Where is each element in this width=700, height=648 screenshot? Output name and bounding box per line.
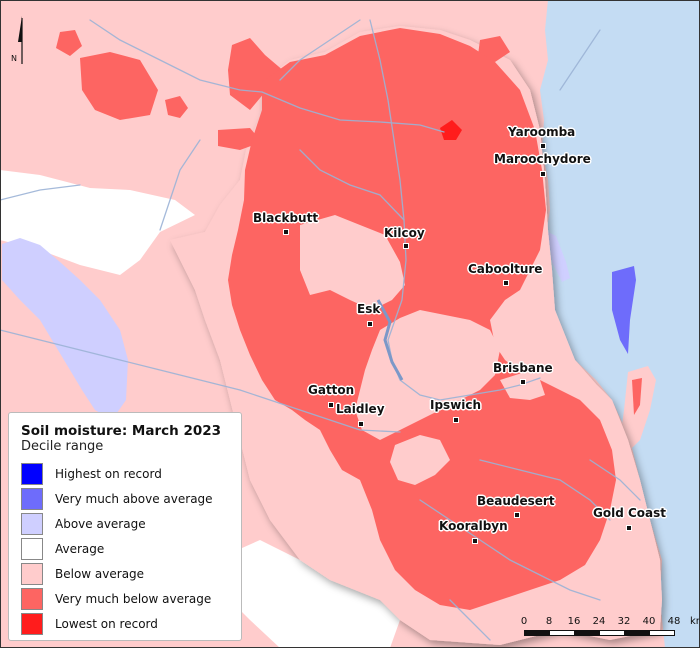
scale-tick: 24 (592, 616, 606, 627)
scale-segment (524, 630, 550, 636)
north-arrow: N (10, 14, 30, 70)
town-label-maroochydore: Maroochydore (494, 152, 591, 166)
vmba-patch-north (478, 36, 510, 62)
town-label-esk: Esk (357, 302, 381, 316)
legend-label: Very much below average (55, 591, 212, 606)
town-label-gatton: Gatton (308, 383, 355, 397)
vmba-patch-far-nw (56, 30, 82, 56)
legend-title: Soil moisture: March 2023 (21, 423, 222, 439)
town-marker-beaudesert (514, 512, 520, 518)
scale-tick: 0 (520, 616, 528, 627)
legend-swatch (21, 562, 43, 585)
legend-swatch (21, 462, 43, 485)
town-marker-esk (367, 321, 373, 327)
scale-tick: 8 (545, 616, 553, 627)
island (620, 366, 656, 452)
rivers (0, 19, 641, 641)
legend: Soil moisture: March 2023 Decile range H… (8, 412, 242, 641)
legend-label: Below average (55, 566, 145, 581)
legend-item-lowest: Lowest on record (21, 611, 229, 636)
offshore-above-average (612, 266, 636, 354)
lake-wivenhoe (376, 299, 404, 381)
below-average-hole-kilcoy (300, 215, 405, 310)
scale-segment (599, 630, 625, 636)
legend-swatch (21, 612, 43, 635)
town-label-ipswich: Ipswich (430, 398, 482, 412)
scale-tick: 16 (567, 616, 581, 627)
scale-tick: 48 (667, 616, 681, 627)
below-average-hole-small (330, 238, 352, 268)
town-label-kooralbyn: Kooralbyn (439, 519, 508, 533)
town-label-yaroomba: Yaroomba (508, 125, 576, 139)
legend-swatch (21, 587, 43, 610)
scale-segment (624, 630, 650, 636)
legend-swatch (21, 487, 43, 510)
legend-swatch (21, 537, 43, 560)
legend-label: Average (55, 541, 105, 556)
below-average-hole-brisbane (500, 372, 545, 400)
legend-subtitle: Decile range (21, 439, 104, 454)
vmba-patch-north-west (228, 38, 285, 110)
town-marker-brisbane (520, 379, 526, 385)
scale-tick: 40 (642, 616, 656, 627)
town-marker-kooralbyn (472, 538, 478, 544)
legend-label: Highest on record (55, 466, 162, 481)
scale-unit: km (690, 616, 700, 627)
town-label-kilcoy: Kilcoy (384, 226, 425, 240)
legend-item-below: Below average (21, 561, 229, 586)
legend-label: Lowest on record (55, 616, 158, 631)
town-label-blackbutt: Blackbutt (253, 211, 319, 225)
legend-item-above: Above average (21, 511, 229, 536)
island-very-much-below (632, 378, 642, 415)
scale-tick: 32 (617, 616, 631, 627)
town-marker-gatton (328, 402, 334, 408)
town-label-laidley: Laidley (336, 402, 385, 416)
legend-label: Above average (55, 516, 146, 531)
town-marker-gold-coast (626, 525, 632, 531)
north-letter: N (11, 54, 17, 63)
legend-item-very-much-above: Very much above average (21, 486, 229, 511)
legend-item-average: Average (21, 536, 229, 561)
town-marker-caboolture (503, 280, 509, 286)
town-marker-maroochydore (540, 171, 546, 177)
vmba-patch-small (165, 96, 188, 118)
town-marker-ipswich (453, 417, 459, 423)
town-marker-kilcoy (403, 243, 409, 249)
town-label-caboolture: Caboolture (468, 262, 543, 276)
below-average-hole-south (390, 435, 450, 485)
vmba-patch-west (80, 52, 158, 120)
scale-segment (649, 630, 675, 636)
scale-segment (549, 630, 575, 636)
town-label-brisbane: Brisbane (493, 361, 553, 375)
scale-segment (574, 630, 600, 636)
town-label-gold-coast: Gold Coast (593, 506, 667, 520)
town-label-beaudesert: Beaudesert (477, 494, 555, 508)
north-arrow-icon (18, 16, 23, 64)
town-marker-blackbutt (283, 229, 289, 235)
legend-label: Very much above average (55, 491, 213, 506)
town-marker-laidley (358, 421, 364, 427)
below-average-hole-esk (355, 310, 500, 440)
average-area-south (215, 540, 400, 648)
legend-swatch (21, 512, 43, 535)
legend-item-very-much-below: Very much below average (21, 586, 229, 611)
scale-bar: 0 8 16 24 32 40 48 km (520, 616, 700, 646)
legend-item-highest: Highest on record (21, 461, 229, 486)
above-average-coastal (548, 232, 570, 282)
average-area-west (0, 170, 195, 275)
town-marker-yaroomba (540, 143, 546, 149)
lowest-on-record-patch (440, 120, 462, 140)
above-average-area-west (2, 238, 128, 420)
